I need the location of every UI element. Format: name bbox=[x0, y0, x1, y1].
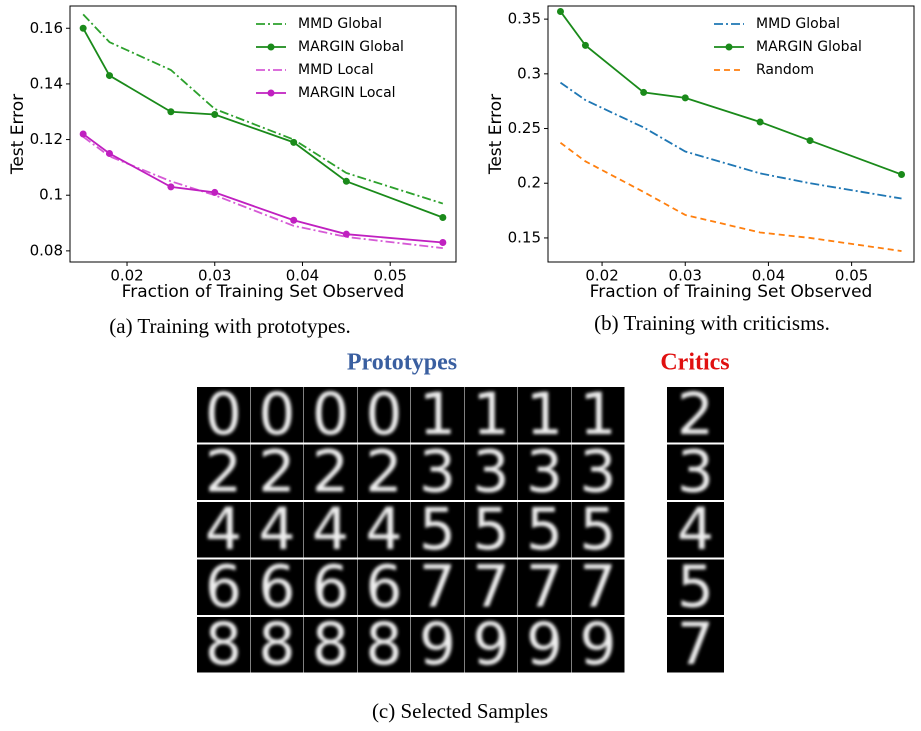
point bbox=[439, 239, 446, 246]
point bbox=[80, 25, 87, 32]
digit: 9 bbox=[526, 610, 563, 678]
point bbox=[167, 108, 174, 115]
legend-label: MMD Local bbox=[298, 62, 374, 78]
series-line bbox=[560, 11, 901, 174]
digit: 8 bbox=[259, 610, 296, 678]
caption: (a) Training with prototypes. bbox=[109, 314, 351, 338]
y-axis-label: Test Error bbox=[8, 94, 28, 175]
point bbox=[343, 178, 350, 185]
point bbox=[167, 183, 174, 190]
legend-label: MARGIN Local bbox=[298, 85, 396, 101]
page: (a) Training with prototypes. (b) Traini… bbox=[0, 0, 921, 731]
y-tick-label: 0.12 bbox=[30, 130, 63, 148]
y-tick-label: 0.35 bbox=[508, 10, 541, 28]
y-tick-label: 0.1 bbox=[39, 186, 63, 204]
series-line bbox=[560, 143, 901, 251]
digit: 8 bbox=[366, 610, 403, 678]
digit: 9 bbox=[419, 610, 456, 678]
y-tick-label: 0.08 bbox=[30, 241, 63, 259]
caption: (b) Training with criticisms. bbox=[594, 311, 830, 335]
y-axis-label: Test Error bbox=[486, 94, 506, 175]
legend-label: Random bbox=[756, 62, 814, 78]
critics-label: Critics bbox=[660, 350, 729, 376]
prototypes-label: Prototypes bbox=[347, 350, 457, 376]
series-line bbox=[83, 134, 443, 243]
legend-label: MMD Global bbox=[298, 16, 382, 32]
x-axis-label: Fraction of Training Set Observed bbox=[122, 282, 405, 302]
digit: 7 bbox=[677, 610, 714, 678]
point bbox=[640, 89, 647, 96]
point bbox=[582, 42, 589, 49]
y-tick-label: 0.16 bbox=[30, 19, 63, 37]
series-line bbox=[83, 28, 443, 217]
point bbox=[290, 139, 297, 146]
point bbox=[682, 94, 689, 101]
legend-marker bbox=[268, 90, 275, 97]
figure: (a) Training with prototypes. (b) Traini… bbox=[0, 0, 921, 731]
y-tick-label: 0.25 bbox=[508, 119, 541, 137]
digit: 9 bbox=[473, 610, 510, 678]
legend-marker bbox=[726, 44, 733, 51]
series-line bbox=[83, 137, 443, 248]
point bbox=[211, 189, 218, 196]
point bbox=[80, 131, 87, 138]
caption: (c) Selected Samples bbox=[372, 699, 548, 723]
point bbox=[557, 8, 564, 15]
point bbox=[290, 217, 297, 224]
legend-label: MMD Global bbox=[756, 16, 840, 32]
point bbox=[898, 171, 905, 178]
digit: 8 bbox=[205, 610, 242, 678]
y-tick-label: 0.2 bbox=[517, 174, 541, 192]
point bbox=[343, 231, 350, 238]
series-line bbox=[560, 83, 901, 199]
digit: 9 bbox=[580, 610, 617, 678]
y-tick-label: 0.15 bbox=[508, 228, 541, 246]
legend-label: MARGIN Global bbox=[298, 39, 404, 55]
y-tick-label: 0.3 bbox=[517, 64, 541, 82]
x-axis-label: Fraction of Training Set Observed bbox=[590, 282, 873, 302]
point bbox=[106, 72, 113, 79]
point bbox=[757, 118, 764, 125]
digit: 8 bbox=[312, 610, 349, 678]
point bbox=[211, 111, 218, 118]
y-tick-label: 0.14 bbox=[30, 74, 63, 92]
point bbox=[439, 214, 446, 221]
legend-marker bbox=[268, 44, 275, 51]
point bbox=[807, 137, 814, 144]
legend-label: MARGIN Global bbox=[756, 39, 862, 55]
point bbox=[106, 150, 113, 157]
